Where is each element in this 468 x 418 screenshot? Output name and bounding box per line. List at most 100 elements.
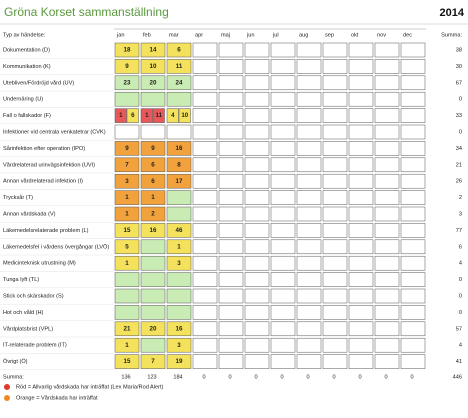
cell-value: 3 [177, 260, 181, 267]
cell [192, 337, 218, 353]
month-total: 0 [358, 374, 361, 380]
cell [218, 173, 244, 189]
cell [218, 75, 244, 91]
cell-value: 6 [151, 161, 155, 168]
cell [114, 239, 140, 255]
cell [400, 305, 426, 320]
cell [140, 305, 166, 320]
cell [270, 206, 296, 222]
cell [140, 354, 166, 369]
cell [348, 354, 374, 369]
cell-value: 16 [176, 325, 183, 332]
legend-dot [4, 384, 10, 390]
row-label: Vårdrelaterad urinvägsinfektion (UVI) [3, 161, 95, 168]
cell [166, 157, 192, 173]
cell [244, 75, 270, 91]
cell-value: 10 [150, 63, 157, 70]
cell [348, 141, 374, 156]
cell-value: 1 [145, 112, 149, 119]
month-total: 0 [306, 374, 309, 380]
cell [348, 91, 374, 107]
month-header: okt [351, 32, 359, 38]
cell [400, 190, 426, 205]
cell-value: 8 [177, 161, 181, 168]
cell-value: 46 [176, 227, 183, 234]
cell [400, 321, 426, 337]
cell [166, 42, 192, 58]
cell-value: 7 [125, 161, 129, 168]
cell [296, 321, 322, 337]
cell [218, 239, 244, 255]
cell [322, 75, 348, 91]
cell [270, 354, 296, 369]
cell [322, 321, 348, 337]
cell [166, 354, 192, 369]
cell [166, 272, 192, 287]
cell [114, 75, 140, 91]
cell-value: 1 [151, 194, 155, 201]
cell [166, 124, 192, 140]
cell [218, 141, 244, 156]
cell [192, 255, 218, 271]
cell-value: 20 [150, 325, 157, 332]
cell [296, 305, 322, 320]
title: Gröna Korset sammanställning [4, 5, 169, 19]
cell [114, 190, 140, 205]
cell [192, 42, 218, 58]
row-sum: 33 [456, 113, 462, 119]
cell [374, 255, 400, 271]
cell-value: 15 [124, 358, 131, 365]
cell [178, 108, 191, 123]
cell [192, 124, 218, 140]
cell [296, 42, 322, 58]
month-header: nov [377, 32, 386, 38]
cell [348, 321, 374, 337]
cell-value: 3 [125, 178, 129, 185]
cell [270, 288, 296, 304]
cell [218, 288, 244, 304]
row-label: Fall o fallskador (F) [3, 113, 51, 119]
cell [166, 91, 192, 107]
row-sum: 4 [459, 261, 462, 267]
cell [296, 239, 322, 255]
cell [270, 108, 296, 123]
total-label: Summa: [3, 374, 24, 380]
cell [296, 272, 322, 287]
cell [374, 173, 400, 189]
row-label: Trycksår (T) [3, 194, 33, 201]
corner-label: Typ av händelse: [3, 32, 46, 38]
row-sum: 3 [459, 211, 462, 217]
cell [192, 75, 218, 91]
cell [166, 223, 192, 238]
row-sum: 57 [456, 326, 462, 332]
month-header: aug [299, 32, 308, 38]
cell [140, 272, 166, 287]
cell [348, 173, 374, 189]
cell [348, 190, 374, 205]
cell [322, 239, 348, 255]
cell-value: 14 [150, 47, 157, 54]
row-sum: 0 [459, 97, 462, 103]
cell [244, 354, 270, 369]
cell [296, 206, 322, 222]
cell-value: 1 [119, 112, 123, 119]
cell-value: 6 [151, 178, 155, 185]
cell [374, 157, 400, 173]
cell [322, 91, 348, 107]
cell [114, 141, 140, 156]
cell [192, 173, 218, 189]
cell [374, 321, 400, 337]
cell [322, 206, 348, 222]
cell [218, 124, 244, 140]
legend-text: Röd = Allvarlig vårdskada har inträffat … [16, 383, 164, 390]
cell [192, 223, 218, 238]
cell [192, 141, 218, 156]
cell [114, 108, 127, 123]
row-sum: 38 [456, 47, 462, 53]
row-label: Stick och skärskador (S) [3, 293, 64, 299]
cell [296, 173, 322, 189]
cell [270, 239, 296, 255]
cell [192, 272, 218, 287]
row-sum: 0 [459, 310, 462, 316]
